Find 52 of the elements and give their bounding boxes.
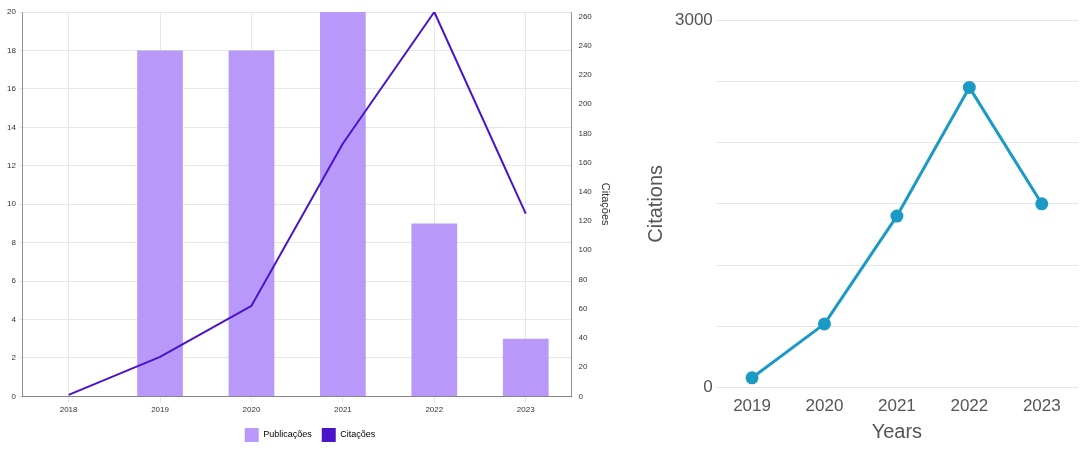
legend-label: Citações — [340, 429, 376, 440]
y-tick-label: 20 — [6, 7, 17, 17]
y2-tick-label: 60 — [578, 303, 588, 313]
point — [890, 209, 904, 223]
legend-label: Publicações — [263, 429, 313, 440]
x-tick-label: 2018 — [59, 405, 79, 415]
x-axis-title: Years — [871, 419, 923, 442]
x-tick-label: 2020 — [242, 405, 261, 415]
bar — [411, 223, 458, 396]
x-tick-label: 2022 — [950, 396, 989, 416]
x-tick-label: 2019 — [151, 405, 170, 415]
x-tick-label: 2020 — [805, 396, 844, 416]
point — [817, 317, 831, 331]
y-tick-label: 6 — [11, 276, 17, 286]
point — [1035, 197, 1049, 211]
y2-tick-label: 100 — [578, 245, 593, 255]
bar — [320, 12, 366, 396]
y-tick-label: 3000 — [674, 9, 713, 29]
x-tick-label: 2023 — [1022, 396, 1061, 416]
y-tick-label: 18 — [6, 45, 17, 55]
y-tick-label: 4 — [11, 314, 17, 324]
y2-tick-label: 80 — [578, 274, 588, 284]
y-tick-label: 14 — [6, 122, 17, 132]
y2-tick-label: 20 — [578, 362, 588, 372]
y-tick-label: 2 — [11, 353, 17, 363]
x-tick-label: 2023 — [516, 405, 536, 415]
y2-tick-label: 160 — [578, 157, 593, 167]
y2-tick-label: 220 — [578, 70, 593, 80]
y2-tick-label: 40 — [578, 333, 588, 343]
y2-tick-label: 120 — [578, 216, 593, 226]
x-tick-label: 2021 — [878, 396, 916, 416]
y2-tick-label: 0 — [578, 391, 584, 401]
x-tick-label: 2019 — [733, 396, 771, 416]
bar — [502, 338, 549, 396]
y-tick-label: 10 — [6, 199, 17, 209]
y2-tick-label: 200 — [578, 99, 593, 109]
y2-axis-title: Citações — [600, 182, 613, 227]
y-axis-title: Citations — [643, 164, 666, 243]
y-tick-label: 12 — [6, 160, 17, 170]
point — [745, 371, 759, 385]
y2-tick-label: 240 — [578, 40, 593, 50]
y-tick-label: 16 — [6, 84, 17, 94]
point — [962, 80, 976, 94]
x-tick-label: 2021 — [333, 405, 353, 415]
bar — [137, 50, 183, 396]
y2-tick-label: 140 — [578, 186, 593, 196]
y-tick-label: 0 — [11, 391, 17, 401]
y2-tick-label: 180 — [578, 128, 593, 138]
bar — [228, 50, 275, 396]
y-tick-label: 8 — [11, 237, 17, 247]
y2-tick-label: 260 — [578, 11, 593, 21]
x-tick-label: 2022 — [425, 405, 444, 415]
